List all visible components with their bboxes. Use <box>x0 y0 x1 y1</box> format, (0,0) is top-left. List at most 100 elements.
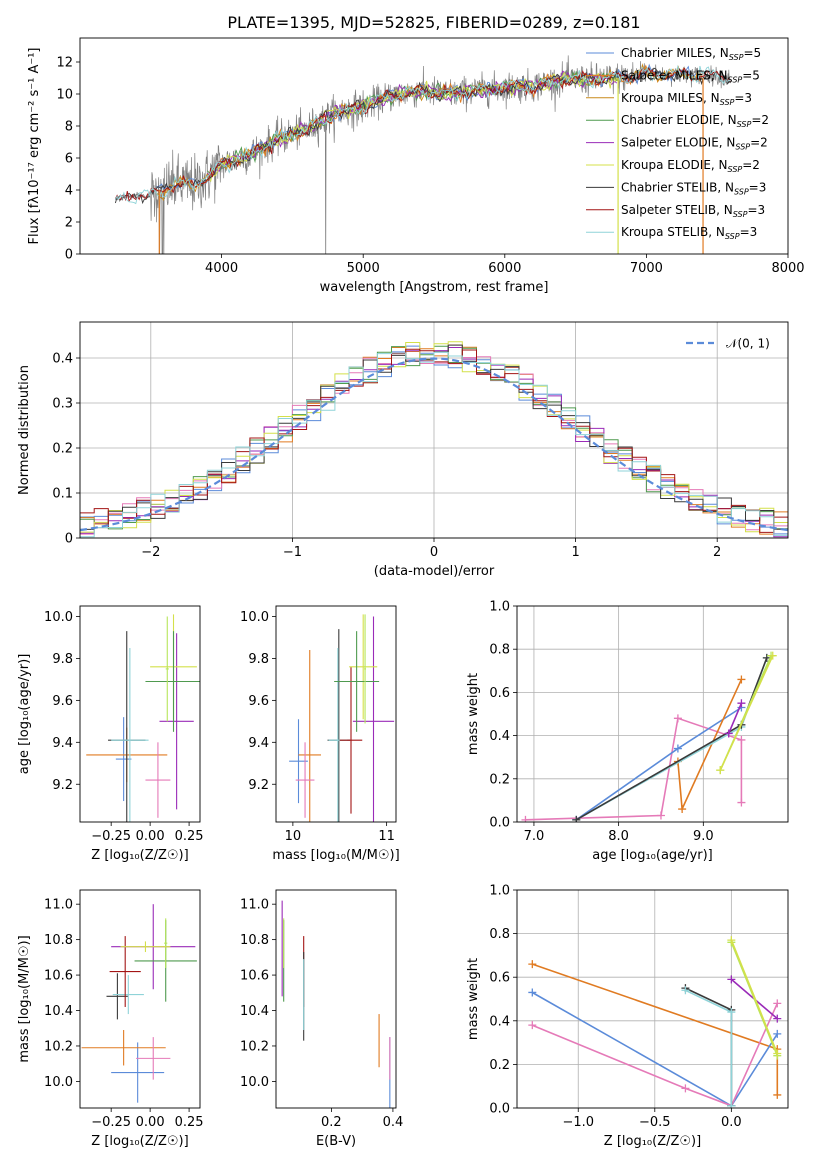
y-tick-label: 9.6 <box>248 694 269 709</box>
x-tick-label: −0.25 <box>91 829 131 844</box>
series-marker <box>681 1084 690 1093</box>
series-marker <box>673 744 682 753</box>
series-marker <box>521 815 530 822</box>
series-marker <box>528 1021 537 1030</box>
figure-title: PLATE=1395, MJD=52825, FIBERID=0289, z=0… <box>227 13 640 32</box>
weight_vs_Z-lines <box>528 936 782 1108</box>
series-marker <box>724 729 733 738</box>
mass_vs_ebv-frame <box>275 889 397 1109</box>
series-marker <box>727 1101 736 1108</box>
residuals-frame <box>79 321 789 539</box>
x-tick-label: 9.0 <box>693 829 714 844</box>
y-tick-label: 10.0 <box>240 610 269 625</box>
x-tick-label: −2 <box>141 545 160 560</box>
y-tick-label: 10.4 <box>44 1004 73 1019</box>
y-tick-label: 11.0 <box>44 898 73 913</box>
legend-label: 𝒩(0, 1) <box>726 337 770 351</box>
y-tick-label: 0 <box>65 248 73 263</box>
series-line-lime <box>730 941 779 1057</box>
histogram-kroupa_stelib <box>80 351 788 538</box>
x-tick-label: −1.0 <box>562 1115 594 1130</box>
age_vs_mass-points <box>289 614 395 822</box>
x-tick-label: 0.25 <box>175 829 204 844</box>
mass_vs_Z-points <box>81 904 197 1103</box>
x-tick-label: 4000 <box>205 261 238 276</box>
model-line-salpeter_miles <box>156 64 703 196</box>
legend-label: Chabrier ELODIE, NSSP=2 <box>621 113 769 129</box>
mass_vs_ebv-axes: 0.2 0.4 10.0 10.2 10.4 10.6 10.8 11.0 E(B-V) <box>240 898 403 1149</box>
legend-label: Kroupa MILES, NSSP=3 <box>621 91 752 107</box>
y-tick-label: 9.8 <box>52 652 73 667</box>
spectrum-axes: 4000 5000 6000 7000 8000 0 2 4 6 8 10 12 wavelength … <box>27 48 805 296</box>
x-tick-label: 0.4 <box>383 1115 404 1130</box>
y-axis-label: mass [log₁₀(M/M☉)] <box>17 935 32 1062</box>
x-tick-label: 10 <box>285 829 302 844</box>
series-line-chabrier_stelib <box>685 987 733 1106</box>
y-tick-label: 10.2 <box>44 1039 73 1054</box>
y-tick-label: 1.0 <box>489 600 510 615</box>
y-tick-label: 0.1 <box>52 487 73 502</box>
y-tick-label: 10 <box>56 88 73 103</box>
y-tick-label: 10.8 <box>44 933 73 948</box>
series-marker <box>737 699 746 708</box>
y-tick-label: 0.2 <box>52 442 73 457</box>
y-tick-label: 0.4 <box>489 729 510 744</box>
spectrum-legend: Chabrier MILES, NSSP=5 Salpeter MILES, NS… <box>586 46 769 241</box>
mass_vs_Z-axes: −0.25 0.00 0.25 10.0 10.2 10.4 10.6 10.8 11.0 Z [… <box>17 898 204 1149</box>
y-axis-label: Flux [fλ10⁻¹⁷ erg cm⁻² s⁻¹ A⁻¹] <box>27 48 42 245</box>
x-tick-label: −0.5 <box>639 1115 671 1130</box>
y-tick-label: 12 <box>56 56 73 71</box>
y-tick-label: 9.8 <box>248 652 269 667</box>
legend-label: Kroupa ELODIE, NSSP=2 <box>621 158 760 174</box>
x-tick-label: −0.25 <box>91 1115 131 1130</box>
x-tick-label: 6000 <box>488 261 521 276</box>
series-line-kroupa_stelib <box>685 989 733 1106</box>
y-tick-label: 9.2 <box>52 778 73 793</box>
series-marker <box>737 735 746 744</box>
x-tick-label: 5000 <box>347 261 380 276</box>
series-marker <box>678 805 687 814</box>
spectrum-frame <box>79 37 789 255</box>
y-tick-label: 0.8 <box>489 927 510 942</box>
y-tick-label: 0.2 <box>489 772 510 787</box>
x-tick-label: 8000 <box>771 261 804 276</box>
x-tick-label: 7000 <box>630 261 663 276</box>
weight_vs_age-axes: 7.0 8.0 9.0 0.0 0.2 0.4 0.6 0.8 1.0 age [log₁₀(ag… <box>466 600 788 863</box>
y-tick-label: 0.4 <box>489 1014 510 1029</box>
x-axis-label: age [log₁₀(age/yr)] <box>592 848 713 863</box>
spectrum-plot <box>114 55 732 254</box>
x-tick-label: 2 <box>713 545 721 560</box>
series-marker <box>768 651 777 660</box>
x-tick-label: 11 <box>378 829 395 844</box>
series-marker <box>656 811 665 820</box>
age_vs_mass-axes: 10 11 9.2 9.4 9.6 9.8 10.0 mass [log₁₀(M/M☉)] <box>240 610 400 863</box>
y-tick-label: 11.0 <box>240 898 269 913</box>
age_vs_Z-axes: −0.25 0.00 0.25 9.2 9.4 9.6 9.8 10.0 Z [log₁₀(Z/… <box>17 610 204 863</box>
series-line-kroupa_elodie <box>719 655 774 771</box>
series-marker <box>737 798 746 807</box>
y-tick-label: 10.0 <box>44 610 73 625</box>
series-line-pink <box>525 717 743 821</box>
x-tick-label: 7.0 <box>524 829 545 844</box>
x-axis-label: E(B-V) <box>316 1134 356 1149</box>
series-marker <box>773 1090 782 1099</box>
weight_vs_Z-frame <box>516 889 789 1109</box>
series-marker <box>528 988 537 997</box>
legend-label: Kroupa STELIB, NSSP=3 <box>621 225 757 241</box>
legend-label: Salpeter STELIB, NSSP=3 <box>621 203 765 219</box>
y-axis-label: age [log₁₀(age/yr)] <box>17 654 32 775</box>
series-marker <box>727 936 736 945</box>
y-tick-label: 0.0 <box>489 1102 510 1117</box>
series-marker <box>727 975 736 984</box>
y-tick-label: 0 <box>65 532 73 547</box>
series-marker <box>773 1029 782 1038</box>
x-tick-label: 0.25 <box>175 1115 204 1130</box>
series-line-kroupa_elodie <box>730 939 779 1054</box>
y-tick-label: 10.6 <box>44 969 73 984</box>
y-tick-label: 10.0 <box>240 1075 269 1090</box>
y-tick-label: 9.6 <box>52 694 73 709</box>
y-axis-label: Normed distribution <box>17 365 32 495</box>
legend-label: Chabrier MILES, NSSP=5 <box>621 46 761 62</box>
residuals-plot <box>80 341 788 538</box>
y-tick-label: 9.4 <box>52 736 73 751</box>
